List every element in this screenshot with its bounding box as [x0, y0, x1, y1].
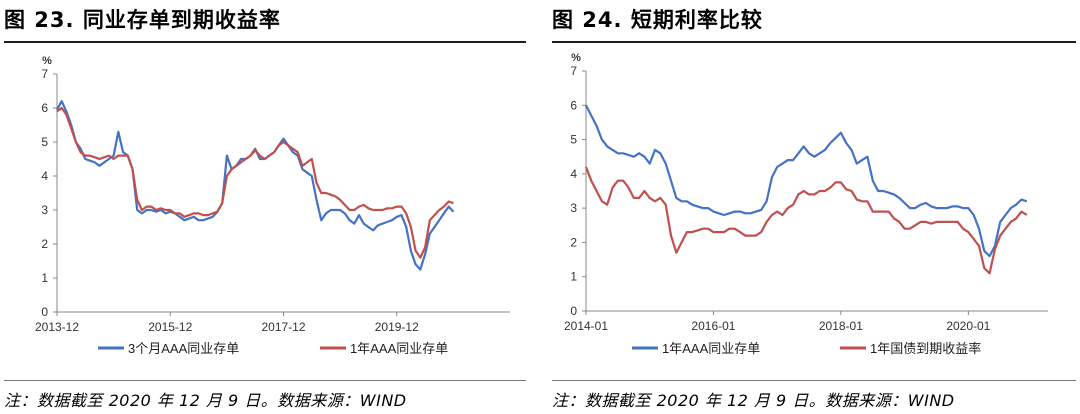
y-tick-label: 0 — [570, 304, 577, 318]
y-tick-label: 2 — [41, 237, 48, 251]
x-tick-label: 2019-12 — [375, 320, 419, 334]
y-tick-label: 4 — [41, 169, 48, 183]
figure-24-chart: 0 1 2 3 4 5 6 7% 2014-01 2016-01 2018-01 2020-01 1年A… — [564, 52, 1048, 356]
x-tick-label: 2018-01 — [819, 319, 863, 333]
footer-rule — [4, 380, 526, 381]
x-tick-label: 2014-01 — [564, 319, 608, 333]
title-rule — [4, 41, 526, 43]
title-rule — [552, 41, 1076, 43]
y-tick-label: 0 — [41, 305, 48, 319]
series-line-2 — [584, 166, 1028, 275]
legend-label-1: 1年AAA同业存单 — [662, 341, 760, 356]
y-tick-label: 2 — [570, 235, 577, 249]
y-tick-label: 4 — [570, 167, 577, 181]
figure-23-panel: 图 23. 同业存单到期收益率 0 1 2 3 4 5 6 7% 2013-12 2015-12 2… — [0, 0, 530, 414]
y-tick-label: 3 — [41, 203, 48, 217]
legend-label-1: 3个月AAA同业存单 — [128, 341, 239, 356]
y-tick-label: 7 — [41, 67, 48, 81]
y-tick-label: 7 — [570, 64, 577, 78]
y-axis-unit-label: % — [42, 55, 52, 67]
y-tick-label: 1 — [41, 271, 48, 285]
x-tick-label: 2013-12 — [35, 320, 79, 334]
figure-24-note: 注：数据截至 2020 年 12 月 9 日。数据来源：WIND — [552, 391, 955, 410]
y-tick-label: 3 — [570, 201, 577, 215]
figure-23-title: 图 23. 同业存单到期收益率 — [4, 8, 281, 32]
y-tick-label: 5 — [41, 135, 48, 149]
x-tick-label: 2015-12 — [148, 320, 192, 334]
figure-24-title: 图 24. 短期利率比较 — [552, 8, 763, 32]
figure-24-panel: 图 24. 短期利率比较 0 1 2 3 4 5 6 7% 2014-01 2016-01 2018… — [548, 0, 1080, 414]
y-tick-label: 1 — [570, 270, 577, 284]
series-line-1 — [56, 100, 455, 271]
legend-label-2: 1年AAA同业存单 — [350, 341, 448, 356]
x-tick-label: 2020-01 — [946, 319, 990, 333]
legend-label-2: 1年国债到期收益率 — [870, 341, 981, 356]
figure-23-note: 注：数据截至 2020 年 12 月 9 日。数据来源：WIND — [4, 391, 407, 410]
y-tick-label: 5 — [570, 133, 577, 147]
x-tick-label: 2017-12 — [261, 320, 305, 334]
x-tick-label: 2016-01 — [691, 319, 735, 333]
footer-rule — [552, 380, 1076, 381]
y-tick-label: 6 — [41, 101, 48, 115]
series-line-1 — [585, 104, 1028, 258]
y-axis-unit-label: % — [571, 52, 581, 64]
figure-23-chart: 0 1 2 3 4 5 6 7% 2013-12 2015-12 2017-12 2019-12 3个月… — [35, 55, 510, 356]
y-tick-label: 6 — [570, 98, 577, 112]
series-line-2 — [56, 106, 454, 259]
